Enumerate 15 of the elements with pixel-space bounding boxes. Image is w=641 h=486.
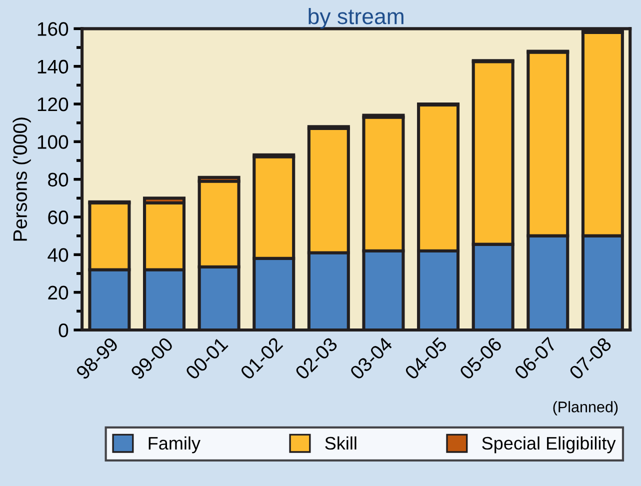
y-tick-label: 100 [38, 135, 68, 149]
y-axis-title: Persons ('000) [12, 118, 31, 241]
y-tick-label: 60 [48, 210, 68, 224]
legend-label: Family [148, 436, 200, 454]
y-tick-label: 140 [38, 60, 68, 74]
y-tick-label: 80 [48, 172, 68, 187]
y-tick-label: 40 [48, 248, 68, 262]
y-tick-label: 120 [38, 97, 68, 112]
legend-label: Special Eligibility [482, 436, 616, 454]
y-tick-label: 160 [38, 22, 68, 36]
y-tick-label: 0 [58, 323, 68, 338]
chart-title: by stream [308, 8, 404, 29]
text: (Planned) [553, 401, 618, 416]
legend-label: Skill [325, 436, 356, 450]
y-tick-label: 20 [48, 286, 68, 300]
